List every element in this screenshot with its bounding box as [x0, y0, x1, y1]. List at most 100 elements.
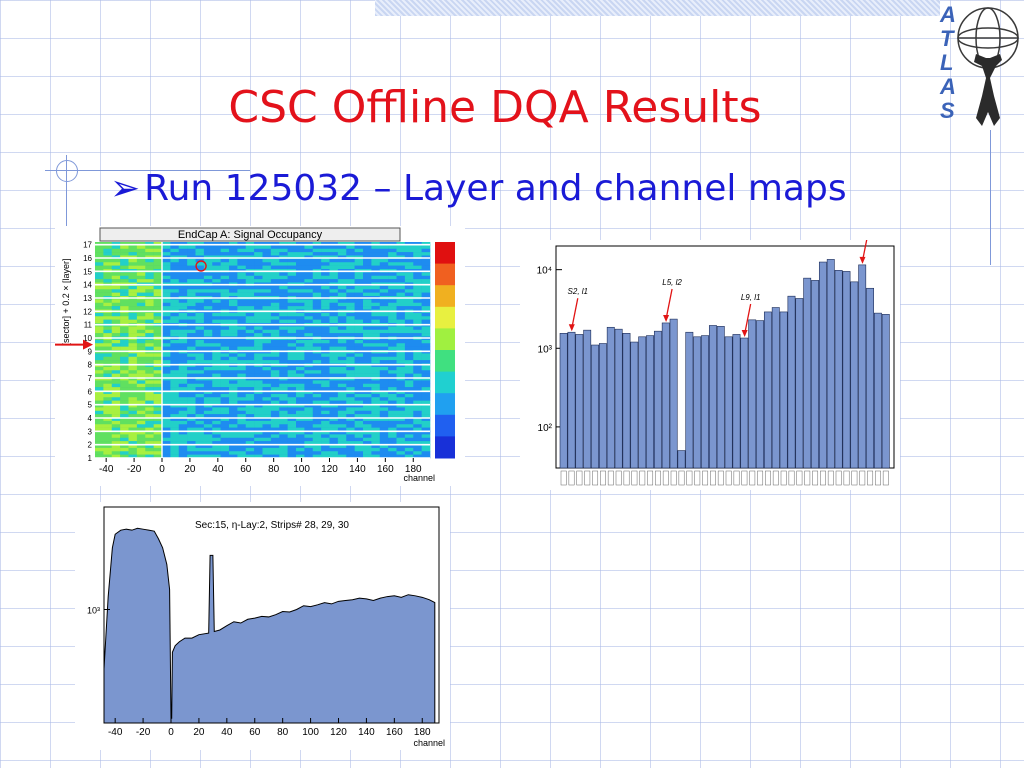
heatmap-cell [371, 444, 381, 449]
heatmap-cell [413, 454, 422, 459]
heatmap-cell [371, 319, 381, 324]
heatmap-cell [296, 262, 305, 266]
heatmap-cell [388, 333, 397, 337]
heatmap-cell [296, 275, 305, 280]
heatmap-cell [371, 383, 381, 388]
heatmap-cell [379, 245, 389, 250]
heatmap-cell [103, 431, 113, 435]
heatmap-cell [287, 434, 297, 439]
heatmap-cell [379, 316, 389, 320]
heatmap-cell [128, 306, 138, 310]
heatmap-cell [128, 339, 138, 344]
heatmap-cell [279, 370, 288, 374]
heatmap-cell [279, 289, 288, 293]
heatmap-cell [363, 431, 372, 435]
heatmap-cell [128, 451, 138, 455]
heatmap-cell [279, 424, 288, 428]
heatmap-cell [95, 306, 104, 310]
heatmap-cell [270, 420, 280, 425]
heatmap-cell [187, 329, 196, 334]
heatmap-cell [212, 312, 221, 317]
heatmap-cell [220, 447, 230, 452]
heatmap-cell [371, 360, 381, 364]
heatmap-cell [404, 400, 414, 405]
heatmap-cell [195, 242, 205, 246]
heatmap-cell [237, 380, 247, 385]
bar-x-bin-label [600, 470, 606, 486]
heatmap-cell [363, 279, 372, 283]
bar-annotation-label: L9, l1 [741, 293, 761, 302]
logo-letter: A [939, 74, 956, 99]
heatmap-cell [162, 444, 171, 449]
heatmap-cell [203, 319, 213, 324]
heatmap-cell [346, 370, 355, 374]
heatmap-cell [379, 279, 389, 283]
heatmap-cell [296, 319, 305, 324]
heatmap-cell [145, 407, 154, 412]
heatmap-cell [178, 343, 188, 347]
heatmap-cell [128, 427, 138, 432]
heatmap-cell [371, 377, 381, 381]
heatmap-cell [404, 387, 414, 391]
heatmap-cell [237, 444, 247, 449]
heatmap-cell [178, 339, 188, 344]
heatmap-cell [287, 333, 297, 337]
heatmap-cell [254, 252, 263, 256]
heatmap-cell [396, 380, 406, 385]
heatmap-cell [128, 407, 138, 412]
heatmap-cell [245, 400, 255, 405]
bar [583, 329, 592, 469]
heatmap-cell [120, 265, 129, 270]
heatmap-cell [103, 441, 113, 445]
heatmap-cell [111, 390, 121, 395]
heatmap-cell [120, 275, 129, 280]
heatmap-cell [212, 437, 221, 442]
heatmap-cell [220, 248, 230, 253]
heatmap-cell [312, 245, 322, 250]
heatmap-color-scale-step [435, 371, 455, 394]
heatmap-cell [388, 356, 397, 361]
heatmap-cell [262, 312, 272, 317]
heatmap-cell [337, 397, 347, 401]
heatmap-cell [120, 410, 129, 415]
heatmap-cell [371, 258, 381, 263]
heatmap-cell [120, 393, 129, 398]
heatmap-cell [212, 275, 221, 280]
heatmap-cell [421, 319, 431, 324]
heatmap-cell [270, 407, 280, 412]
heatmap-cell [103, 252, 113, 256]
heatmap-cell [170, 380, 180, 385]
heatmap-cell [279, 400, 288, 405]
heatmap-cell [212, 248, 221, 253]
heatmap-cell [421, 377, 431, 381]
heatmap-cell [296, 252, 305, 256]
heatmap-cell [329, 333, 339, 337]
heatmap-cell [128, 414, 138, 418]
heatmap-cell [321, 441, 330, 445]
heatmap-cell [220, 377, 230, 381]
heatmap-cell [379, 387, 389, 391]
heatmap-cell [245, 279, 255, 283]
heatmap-cell [245, 326, 255, 331]
heatmap-cell [170, 431, 180, 435]
heatmap-cell [187, 343, 196, 347]
heatmap-cell [111, 370, 121, 374]
heatmap-cell [404, 441, 414, 445]
heatmap-cell [170, 279, 180, 283]
heatmap-cell [95, 248, 104, 253]
heatmap-cell [296, 437, 305, 442]
heatmap-cell [337, 431, 347, 435]
heatmap-cell [195, 339, 205, 344]
heatmap-cell [162, 356, 171, 361]
heatmap-cell [413, 397, 422, 401]
heatmap-cell [95, 424, 104, 428]
heatmap-cell [220, 373, 230, 378]
heatmap-cell [178, 285, 188, 290]
heatmap-cell [421, 434, 431, 439]
heatmap-cell [329, 400, 339, 405]
heatmap-cell [388, 414, 397, 418]
heatmap-cell [195, 275, 205, 280]
heatmap-cell [103, 265, 113, 270]
heatmap-cell [203, 258, 213, 263]
heatmap-cell [229, 414, 238, 418]
